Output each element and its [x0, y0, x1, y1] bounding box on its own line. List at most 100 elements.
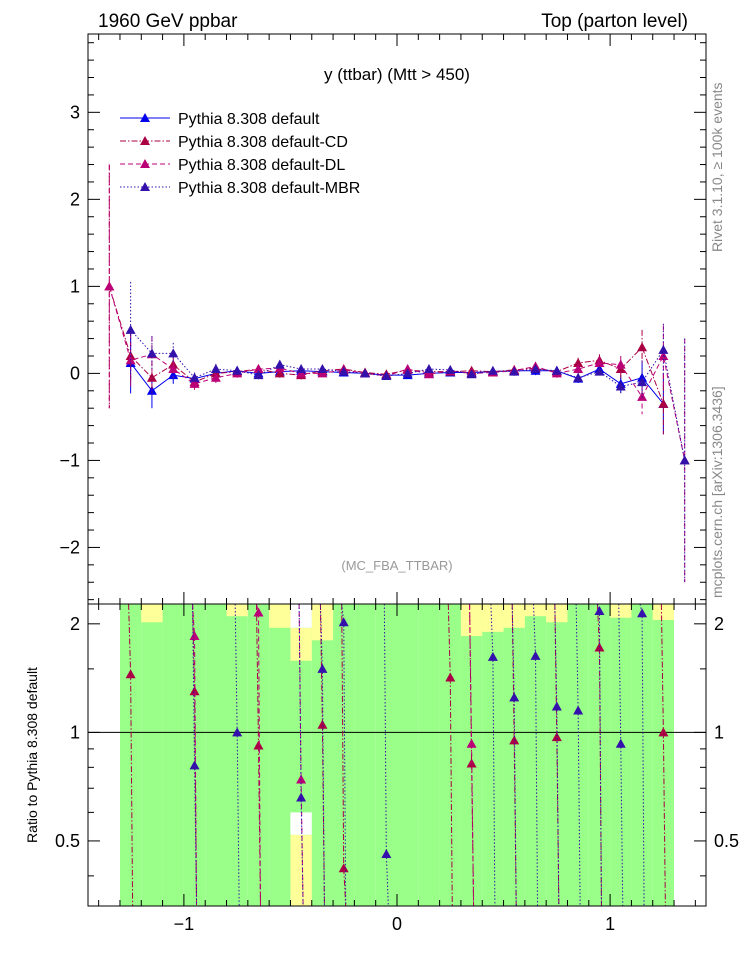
series-line: [130, 362, 664, 405]
y-tick-label: 2: [70, 189, 80, 209]
ratio-band-green: [162, 604, 184, 906]
legend-label: Pythia 8.308 default-CD: [178, 134, 348, 151]
data-point: [146, 385, 157, 395]
x-tick-label: −1: [174, 914, 195, 934]
data-point: [423, 364, 434, 374]
data-point: [274, 368, 285, 378]
ratio-band-green: [588, 604, 611, 906]
ratio-point: [509, 692, 520, 702]
ratio-point: [637, 608, 648, 618]
ratio-ylabel: Ratio to Pythia 8.308 default: [24, 667, 40, 843]
ratio-connector: [298, 604, 302, 780]
data-point: [402, 368, 413, 378]
legend-marker: [140, 113, 150, 122]
data-point: [466, 369, 477, 379]
ratio-band-yellow: [290, 627, 312, 661]
ratio-band-green: [397, 604, 419, 906]
ratio-connector: [257, 745, 261, 906]
data-point: [445, 364, 456, 374]
ratio-band-green: [482, 604, 504, 906]
data-point: [146, 348, 157, 358]
data-point: [573, 372, 584, 382]
ratio-band-green: [567, 604, 589, 906]
ratio-point: [530, 650, 541, 660]
ratio-connector: [255, 604, 259, 746]
ratio-point: [296, 792, 307, 802]
ratio-band-yellow: [269, 604, 291, 628]
ratio-point: [232, 727, 243, 737]
ratio-point: [381, 848, 392, 858]
data-point: [594, 366, 605, 376]
ratio-y-tick-label: 1: [70, 722, 80, 742]
ratio-band-green: [375, 604, 397, 906]
legend-label: Pythia 8.308 default: [178, 111, 320, 128]
ratio-point: [338, 617, 349, 627]
ratio-band-green: [439, 604, 461, 906]
ratio-band-green: [247, 604, 270, 906]
ratio-band-green: [205, 604, 227, 906]
ratio-y-tick-label: 1: [714, 722, 724, 742]
ratio-connector: [447, 604, 451, 678]
ratio-y-tick-label: 0.5: [55, 831, 80, 851]
ratio-connector: [194, 765, 198, 906]
data-point: [317, 364, 328, 374]
mcplots-label: mcplots.cern.ch [arXiv:1306.3436]: [709, 386, 725, 598]
main-panel: y (ttbar) (Mtt > 450) (MC_FBA_TTBAR) −2 −…: [59, 33, 707, 605]
series-mbr: [125, 282, 690, 583]
ratio-band-yellow: [482, 604, 504, 632]
ratio-connector: [257, 612, 261, 906]
ratio-point: [658, 727, 669, 737]
ratio-connector: [319, 604, 323, 669]
legend: Pythia 8.308 default Pythia 8.308 default…: [120, 111, 360, 197]
ratio-connector: [596, 604, 600, 648]
ratio-band-yellow: [226, 604, 248, 617]
ratio-point: [551, 701, 562, 711]
data-point: [189, 372, 200, 382]
y-tick-label: 3: [70, 102, 80, 122]
ratio-connector: [192, 604, 196, 637]
ratio-band-gap: [290, 812, 312, 835]
ratio-band-green: [141, 604, 163, 906]
ratio-frame: [87, 603, 707, 907]
ratio-connector: [662, 732, 666, 906]
ratio-y-tick-label: 0.5: [714, 831, 739, 851]
ratio-point: [189, 631, 200, 641]
ratio-band-yellow: [524, 604, 547, 617]
ratio-band-green: [119, 604, 142, 906]
ratio-y-tick-label: 2: [70, 614, 80, 634]
ratio-band-yellow: [141, 604, 163, 623]
ratio-point: [615, 738, 626, 748]
ratio-band-yellow: [311, 604, 334, 641]
data-point: [615, 359, 626, 369]
data-point: [573, 357, 584, 367]
ratio-connector: [620, 743, 624, 906]
ratio-connector: [511, 604, 515, 698]
ratio-band-yellow: [290, 834, 312, 906]
ratio-connector: [341, 604, 345, 869]
ratio-point: [573, 705, 584, 715]
ratio-connector: [300, 779, 304, 906]
ratio-connector: [596, 604, 600, 612]
data-point: [637, 342, 648, 352]
ratio-connector: [471, 743, 475, 906]
legend-label: Pythia 8.308 default-DL: [178, 157, 345, 174]
ratio-connector: [128, 604, 132, 675]
ratio-band-green: [631, 604, 653, 906]
ratio-point: [125, 669, 136, 679]
ratio-connector: [492, 656, 496, 906]
data-point: [104, 281, 115, 291]
ratio-band-yellow: [460, 604, 483, 637]
data-point: [679, 455, 690, 465]
ratio-connector: [554, 604, 558, 707]
ratio-connector: [577, 710, 581, 906]
ratio-connector: [234, 604, 238, 733]
ratio-connector: [469, 604, 473, 744]
ratio-connector: [319, 604, 323, 725]
ratio-connector: [192, 604, 196, 766]
ratio-point: [445, 672, 456, 682]
y-tick-label: 1: [70, 276, 80, 296]
data-point: [487, 365, 498, 375]
ratio-point: [317, 719, 328, 729]
main-title: y (ttbar) (Mtt > 450): [324, 65, 470, 84]
